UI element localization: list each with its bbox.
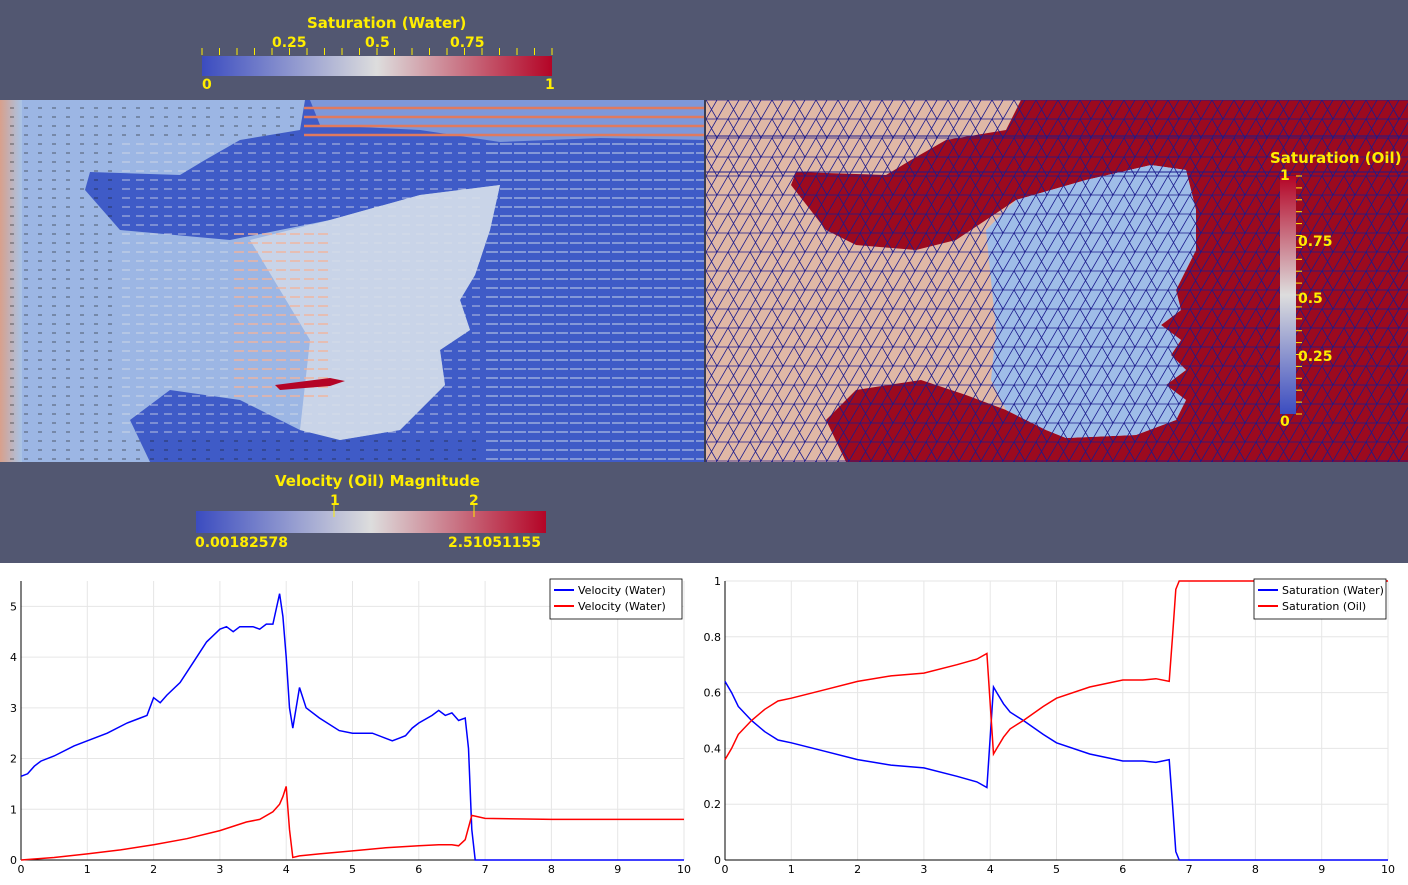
line-chart-saturation[interactable]: 0 1 2 3 4 5 6 7 8 9 10 0 0.2 0.4 0.6 0.8 1 Saturation (Wa… [704,563,1408,885]
colorbar-oil-tick: 0.75 [1298,234,1333,250]
colorbar-oil-min: 0 [1280,414,1290,430]
colorbar-water-max: 1 [545,77,555,93]
colorbar-oil-tick: 0.25 [1298,349,1333,365]
render-view-3d[interactable]: Saturation (Water) 0.25 0.5 0.75 0 1 [0,0,1408,563]
oil-saturation-mesh [706,100,1408,462]
x-tick-label: 2 [854,863,861,876]
x-tick-label: 0 [18,863,25,876]
velocity-glyphs [10,106,704,460]
chart-velocity-svg: 0 1 2 3 4 5 6 7 8 9 10 0 1 2 3 4 5 Velocity (Water) Veloci… [10,578,691,876]
y-tick-label: 0.6 [704,687,721,700]
legend-entry: Saturation (Oil) [1282,600,1366,613]
x-tick-label: 3 [216,863,223,876]
colorbar-water [201,48,553,76]
x-tick-label: 4 [987,863,994,876]
x-tick-label: 9 [614,863,621,876]
x-tick-label: 6 [1119,863,1126,876]
y-tick-label: 4 [10,651,17,664]
x-tick-label: 6 [415,863,422,876]
series-line [724,580,1388,760]
legend [549,578,683,620]
x-tick-label: 2 [150,863,157,876]
view-divider [704,100,706,462]
x-tick-label: 3 [920,863,927,876]
y-tick-label: 0 [714,854,721,867]
colorbar-water-min: 0 [202,77,212,93]
line-chart-velocity[interactable]: 0 1 2 3 4 5 6 7 8 9 10 0 1 2 3 4 5 Velocity (Water) Veloci… [0,563,704,885]
x-tick-label: 5 [349,863,356,876]
colorbar-velocity-max: 2.51051155 [448,535,541,551]
y-tick-label: 0.4 [704,742,721,755]
colorbar-oil-tick: 0.5 [1298,291,1323,307]
colorbar-water-title: Saturation (Water) [307,14,467,32]
y-tick-label: 5 [10,600,17,613]
legend-entry: Velocity (Water) [578,584,666,597]
x-tick-label: 7 [1186,863,1193,876]
x-tick-label: 10 [677,863,691,876]
series-line [20,786,684,861]
x-tick-label: 1 [788,863,795,876]
series-line [724,681,1388,861]
water-saturation-field [0,100,704,462]
colorbar-water-tick: 0.75 [450,35,485,51]
colorbar-oil [1280,175,1302,415]
colorbar-velocity [196,505,546,533]
y-tick-label: 0.2 [704,798,721,811]
colorbar-water-tick: 0.5 [365,35,390,51]
colorbar-velocity-tick: 1 [330,493,340,509]
x-tick-label: 10 [1381,863,1395,876]
x-tick-label: 0 [722,863,729,876]
x-tick-label: 1 [84,863,91,876]
colorbar-velocity-title: Velocity (Oil) Magnitude [275,472,480,490]
y-tick-label: 1 [714,575,721,588]
y-tick-label: 1 [10,803,17,816]
x-tick-label: 8 [548,863,555,876]
x-tick-label: 9 [1318,863,1325,876]
x-tick-label: 4 [283,863,290,876]
y-tick-label: 0.8 [704,631,721,644]
y-tick-label: 0 [10,854,17,867]
colorbar-water-tick: 0.25 [272,35,307,51]
x-tick-label: 8 [1252,863,1259,876]
legend [1253,578,1387,620]
colorbar-oil-title: Saturation (Oil) [1270,149,1402,167]
chart-saturation-svg: 0 1 2 3 4 5 6 7 8 9 10 0 0.2 0.4 0.6 0.8 1 Saturation (Wa… [704,575,1395,876]
x-tick-label: 5 [1053,863,1060,876]
colorbar-velocity-tick: 2 [469,493,479,509]
colorbar-oil-max: 1 [1280,168,1290,184]
colorbar-velocity-min: 0.00182578 [195,535,288,551]
y-tick-label: 2 [10,753,17,766]
max-velocity-arrow [275,378,345,390]
series-line [20,593,684,861]
legend-entry: Saturation (Water) [1282,584,1384,597]
legend-entry: Velocity (Water) [578,600,666,613]
x-tick-label: 7 [482,863,489,876]
y-tick-label: 3 [10,702,17,715]
